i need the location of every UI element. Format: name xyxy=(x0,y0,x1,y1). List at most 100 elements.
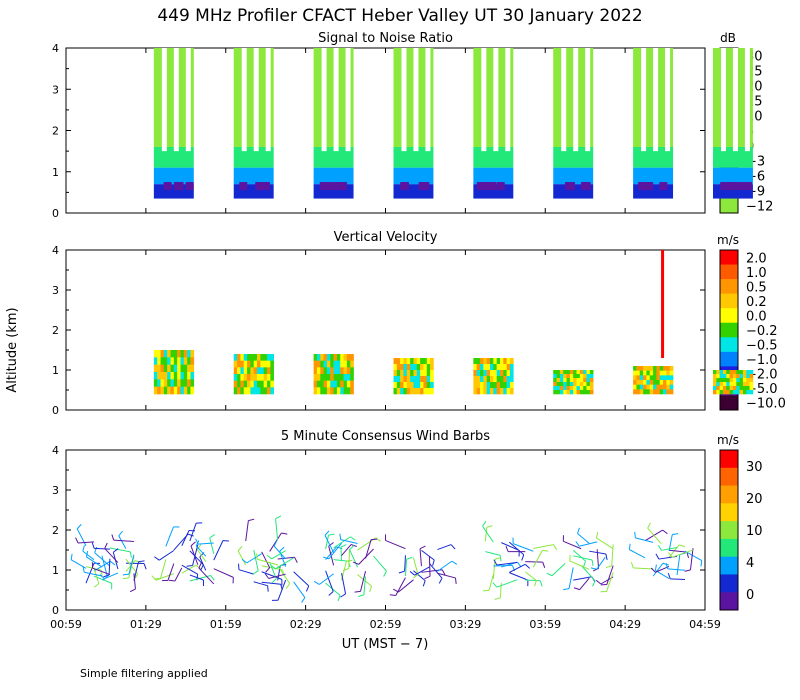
w-cell xyxy=(180,386,185,395)
wind-barb xyxy=(684,550,703,561)
w-cell xyxy=(556,374,561,379)
w-cell xyxy=(426,382,431,389)
snr-cell xyxy=(566,182,575,191)
w-cell xyxy=(716,390,720,395)
w-cell xyxy=(649,375,654,381)
wind-barb xyxy=(86,556,103,568)
w-cell xyxy=(636,389,641,395)
snr-cell xyxy=(233,167,274,185)
w-cell xyxy=(569,378,574,383)
wind-barb-flag xyxy=(375,537,381,542)
wind-barb xyxy=(209,537,215,554)
w-cell xyxy=(180,350,185,358)
colorbar-label: −2.0 xyxy=(746,368,778,383)
colorbar-swatch xyxy=(720,467,738,487)
wind-barb-flag xyxy=(76,524,82,530)
wind-barb-flag xyxy=(486,525,493,528)
w-cell xyxy=(559,370,564,375)
wind-barb-flag xyxy=(647,522,651,529)
w-cell xyxy=(423,376,428,383)
w-cell xyxy=(403,370,408,377)
w-cell xyxy=(177,357,181,365)
w-cell xyxy=(157,379,161,387)
x-axis-label: UT (MST − 7) xyxy=(342,637,429,652)
w-cell xyxy=(659,370,664,376)
wind-barb xyxy=(189,550,204,566)
w-cell xyxy=(486,370,491,377)
w-cell xyxy=(656,389,661,395)
w-cell xyxy=(410,358,414,365)
w-cell xyxy=(746,374,750,379)
wind-barb xyxy=(340,546,343,562)
w-cell xyxy=(326,387,331,395)
wind-barb-flag xyxy=(350,536,356,541)
w-cell xyxy=(579,382,584,387)
wind-barb-flag xyxy=(270,564,276,570)
w-cell xyxy=(350,387,354,395)
w-cell xyxy=(420,358,424,365)
wind-barb-flag xyxy=(313,580,320,585)
wind-barb-flag xyxy=(339,533,342,540)
w-cell xyxy=(563,382,567,387)
colorbar-swatch xyxy=(720,521,738,540)
wind-barb-flag xyxy=(75,537,79,544)
w-cell xyxy=(250,380,255,388)
wind-barb xyxy=(190,545,199,565)
wind-barb-flag xyxy=(424,575,431,580)
w-cell xyxy=(157,350,161,358)
snr-cell xyxy=(393,167,434,185)
w-cell xyxy=(643,370,647,376)
wind-barb-flag xyxy=(264,573,270,579)
wind-barb xyxy=(365,539,372,559)
w-cell xyxy=(177,364,181,373)
w-cell xyxy=(393,382,398,389)
w-cell xyxy=(416,358,421,365)
w-cell xyxy=(323,374,328,381)
w-cell xyxy=(260,387,264,395)
w-cell xyxy=(313,387,318,395)
y-tick-label: 4 xyxy=(52,42,59,55)
wind-barb xyxy=(667,568,686,571)
w-cell xyxy=(722,370,727,375)
wind-barb xyxy=(580,565,596,582)
w-cell xyxy=(583,382,587,387)
w-cell xyxy=(669,375,674,381)
w-cell xyxy=(746,390,750,395)
w-cell xyxy=(506,388,511,395)
w-cell xyxy=(493,370,497,377)
wind-barb xyxy=(261,581,281,585)
w-cell xyxy=(243,380,248,388)
w-cell xyxy=(183,386,188,395)
w-cell xyxy=(316,354,321,361)
wind-barb xyxy=(181,564,198,575)
wind-barb xyxy=(160,559,167,579)
snr-cell xyxy=(319,182,328,191)
w-cell xyxy=(313,360,318,368)
w-cell xyxy=(716,370,720,375)
w-cell xyxy=(313,380,318,388)
wind-barb xyxy=(596,557,606,570)
w-cell xyxy=(739,374,744,379)
w-cell xyxy=(589,374,594,379)
w-cell xyxy=(406,376,411,383)
w-cell xyxy=(722,390,727,395)
wind-barb xyxy=(488,574,494,591)
w-cell xyxy=(343,374,348,381)
w-cell xyxy=(490,376,494,383)
w-cell xyxy=(253,374,258,381)
w-cell xyxy=(267,387,271,395)
wind-barb xyxy=(360,571,367,592)
w-cell xyxy=(636,380,641,385)
w-cell xyxy=(719,390,724,395)
w-cell xyxy=(240,380,245,388)
w-cell xyxy=(742,370,747,375)
wind-barb xyxy=(385,539,406,550)
w-cell xyxy=(499,358,504,365)
w-cell xyxy=(320,380,324,388)
y-tick-label: 3 xyxy=(52,484,59,497)
snr-cell xyxy=(712,167,753,185)
w-cell xyxy=(270,374,274,381)
wind-barb-flag xyxy=(577,527,580,534)
wind-barb-flag xyxy=(482,521,487,527)
w-cell xyxy=(563,370,567,375)
